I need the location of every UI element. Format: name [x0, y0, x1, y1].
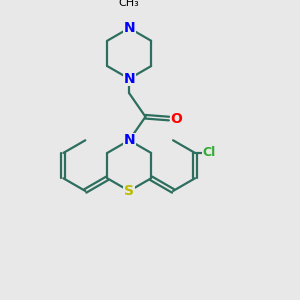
Text: N: N — [123, 133, 135, 147]
Text: N: N — [123, 72, 135, 86]
Text: N: N — [123, 21, 135, 35]
Text: CH₃: CH₃ — [119, 0, 140, 8]
Text: O: O — [170, 112, 182, 126]
Text: S: S — [124, 184, 134, 198]
Text: Cl: Cl — [203, 146, 216, 159]
